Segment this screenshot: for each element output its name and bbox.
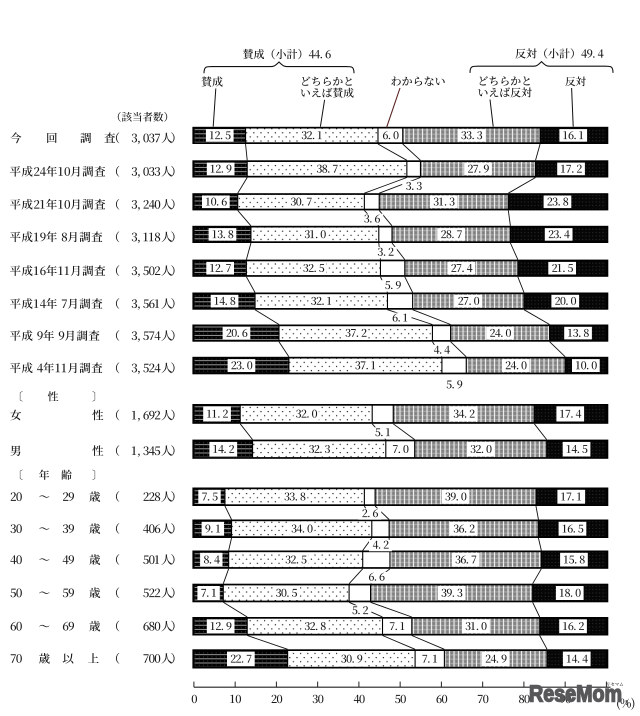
svg-text:,: , <box>625 690 629 707</box>
svg-text:ReseMom: ReseMom <box>529 681 622 707</box>
